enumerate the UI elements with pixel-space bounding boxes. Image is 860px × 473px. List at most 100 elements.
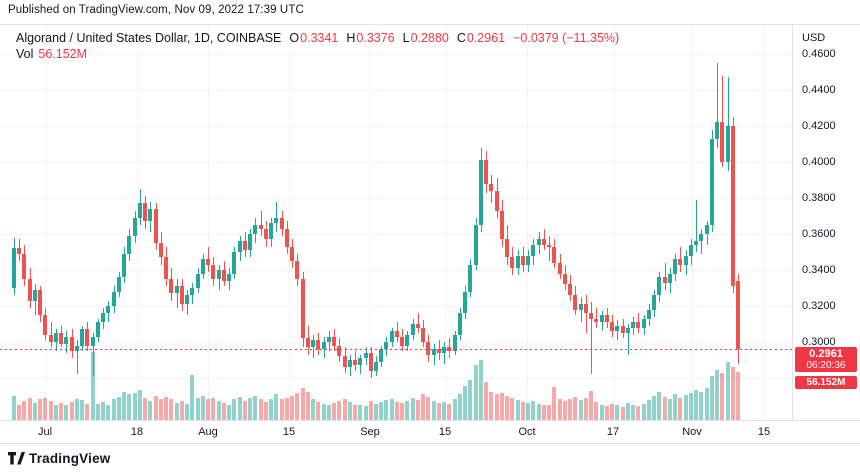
candle-wick xyxy=(717,63,718,148)
grid-line-horizontal xyxy=(0,342,792,343)
time-label: Sep xyxy=(360,426,380,438)
volume-bar xyxy=(642,403,646,420)
candle-body xyxy=(290,246,294,261)
volume-bar xyxy=(133,392,137,420)
grid-line-horizontal xyxy=(0,198,792,199)
volume-bar xyxy=(442,402,446,420)
time-scale[interactable]: Jul 18 Aug 15 Sep 15 Oct 17 Nov 15 xyxy=(0,420,860,444)
symbol-title[interactable]: Algorand / United States Dollar, 1D, COI… xyxy=(16,31,282,45)
volume-bar xyxy=(705,387,709,420)
candle-wick xyxy=(728,77,729,171)
candle-body xyxy=(584,304,588,314)
candle-body xyxy=(558,262,562,274)
candle-wick xyxy=(434,343,435,366)
candle-body xyxy=(573,295,577,310)
candle-body xyxy=(143,203,147,222)
candle-body xyxy=(175,286,179,294)
candle-body xyxy=(589,313,593,319)
volume-bar xyxy=(311,398,315,420)
price-tick-label: 0.4200 xyxy=(802,120,836,132)
candle-body xyxy=(621,325,625,333)
chart-legend: Algorand / United States Dollar, 1D, COI… xyxy=(16,31,619,45)
candle-body xyxy=(605,315,609,323)
candle-body xyxy=(180,286,184,305)
volume-bar xyxy=(38,399,42,420)
volume-bar xyxy=(736,371,740,420)
price-tick-label: 0.3000 xyxy=(802,336,836,348)
candle-body xyxy=(537,239,541,245)
last-price: 0.2961 xyxy=(809,348,843,360)
volume-bar xyxy=(400,402,404,420)
candle-body xyxy=(91,336,95,346)
volume-bar xyxy=(80,400,84,420)
volume-bar xyxy=(175,402,179,420)
candle-body xyxy=(453,334,457,351)
candle-body xyxy=(579,304,583,310)
candle-body xyxy=(227,273,231,281)
price-pane[interactable] xyxy=(0,25,792,420)
grid-line-vertical xyxy=(289,25,290,420)
candle-body xyxy=(243,241,247,251)
volume-bar xyxy=(437,402,441,420)
tradingview-brand[interactable]: TradingView xyxy=(29,451,111,466)
volume-bar xyxy=(447,403,451,420)
grid-line-vertical xyxy=(208,25,209,420)
candle-body xyxy=(542,239,546,245)
volume-bar xyxy=(138,390,142,420)
candle-body xyxy=(594,318,598,323)
volume-bar xyxy=(479,360,483,420)
grid-line-vertical xyxy=(445,25,446,420)
price-scale[interactable]: USD 0.2961 06:20:36 56.152M 0.4600 0.4400… xyxy=(792,25,860,420)
volume-bar xyxy=(694,390,698,420)
volume-bar xyxy=(274,394,278,420)
volume-bar xyxy=(631,404,635,420)
volume-bar xyxy=(316,402,320,420)
candle-body xyxy=(395,331,399,337)
candle-wick xyxy=(628,324,629,355)
candle-body xyxy=(259,225,263,229)
time-label: Aug xyxy=(198,426,218,438)
candle-body xyxy=(232,252,236,274)
volume-bar xyxy=(521,402,525,420)
candle-body xyxy=(322,342,326,350)
time-label: Jul xyxy=(37,426,53,438)
candle-body xyxy=(54,333,58,342)
volume-bar xyxy=(238,396,242,420)
volume-bar xyxy=(463,385,467,420)
candle-body xyxy=(421,327,425,342)
volume-bar xyxy=(211,397,215,420)
volume-bar xyxy=(374,403,378,420)
volume-bar xyxy=(253,396,257,420)
candle-body xyxy=(720,122,724,162)
candle-wick xyxy=(418,313,419,333)
candle-body xyxy=(610,322,614,332)
candle-body xyxy=(348,360,352,368)
time-label: 15 xyxy=(282,426,296,438)
volume-bar xyxy=(343,399,347,420)
candle-body xyxy=(343,356,347,368)
candle-body xyxy=(12,248,16,288)
volume-bar xyxy=(720,372,724,420)
candle-body xyxy=(59,333,63,344)
candle-body xyxy=(127,235,131,254)
candle-body xyxy=(474,225,478,265)
volume-bar xyxy=(280,399,284,420)
candle-body xyxy=(253,225,257,234)
candle-body xyxy=(238,241,242,252)
volume-bar xyxy=(537,403,541,420)
volume-bar xyxy=(474,365,478,420)
candle-body xyxy=(159,243,163,258)
candle-body xyxy=(484,160,488,184)
grid-line-vertical xyxy=(370,25,371,420)
candle-body xyxy=(196,273,200,288)
tradingview-logo-icon[interactable] xyxy=(8,452,25,470)
candle-body xyxy=(353,360,357,366)
grid-line-horizontal xyxy=(0,234,792,235)
volume-bar xyxy=(75,398,79,420)
candle-body xyxy=(432,349,436,355)
volume-bar xyxy=(379,402,383,420)
candle-wick xyxy=(665,262,666,290)
volume-bar xyxy=(495,394,499,420)
volume-bar xyxy=(96,403,100,420)
